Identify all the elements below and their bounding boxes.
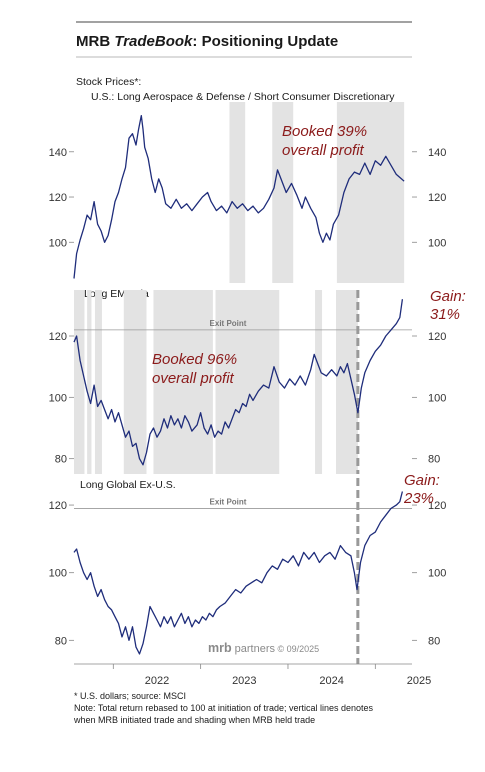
series-line-3 xyxy=(73,491,404,655)
y-tick-right-1-120: 120 xyxy=(428,192,446,204)
annotation-2-1: Booked 96% xyxy=(152,351,237,368)
y-tick-right-2-100: 100 xyxy=(428,392,446,404)
shaded-period-1-3 xyxy=(336,102,405,283)
shaded-period-2-5 xyxy=(153,290,213,474)
y-tick-right-2-80: 80 xyxy=(428,454,440,466)
panel3-title: Long Global Ex-U.S. xyxy=(80,479,176,491)
shaded-period-2-1 xyxy=(74,290,85,474)
annotation-layer: Booked 39% overall profit Booked 96% overal… xyxy=(152,123,466,507)
annotation-2-3: Gain: xyxy=(430,288,466,305)
panel1-title: Stock Prices*: xyxy=(76,76,141,88)
annotation-1-1: Booked 39% xyxy=(282,123,367,140)
title-suffix: : Positioning Update xyxy=(192,33,338,50)
y-tick-left-2-80: 80 xyxy=(55,454,67,466)
x-tick-label-2022: 2022 xyxy=(145,675,169,687)
y-tick-left-1-100: 100 xyxy=(49,237,67,249)
footnote-note-1: Note: Total return rebased to 100 at ini… xyxy=(74,703,374,713)
shaded-period-2-6 xyxy=(215,290,280,474)
shaded-period-2-8 xyxy=(336,290,358,474)
shaded-period-2-2 xyxy=(87,290,92,474)
series-line-1 xyxy=(73,114,405,279)
annotation-3-1: Gain: xyxy=(404,472,440,489)
x-tick-label-2024: 2024 xyxy=(319,675,343,687)
title-prefix: MRB xyxy=(76,33,114,50)
y-tick-right-3-80: 80 xyxy=(428,635,440,647)
x-axis: 2022 2023 2024 2025 xyxy=(112,664,431,687)
page-title: MRB TradeBook: Positioning Update xyxy=(76,33,338,50)
footnote-source: * U.S. dollars; source: MSCI xyxy=(74,691,186,701)
watermark-brand: mrb xyxy=(208,641,232,655)
y-tick-left-1-120: 120 xyxy=(49,192,67,204)
annotation-2-4: 31% xyxy=(430,306,460,323)
title-italic: TradeBook xyxy=(114,33,193,50)
y-tick-left-3-120: 120 xyxy=(49,500,67,512)
annotation-2-2: overall profit xyxy=(152,370,235,387)
tick-layer: 100 100 120 120 140 140 80 80 100 100 120 120 80 80 10… xyxy=(49,147,447,648)
y-tick-left-2-100: 100 xyxy=(49,392,67,404)
watermark: mrb partners © 09/2025 xyxy=(208,641,319,655)
exit-line-layer: Exit Point Exit Point xyxy=(74,319,412,509)
annotation-3-2: 23% xyxy=(403,490,434,507)
series-layer xyxy=(73,114,405,655)
x-tick-label-2025: 2025 xyxy=(407,675,431,687)
y-tick-left-3-100: 100 xyxy=(49,568,67,580)
exit-point-label-3: Exit Point xyxy=(210,497,247,506)
shading-layer xyxy=(74,102,405,474)
y-tick-right-3-120: 120 xyxy=(428,500,446,512)
y-tick-left-2-120: 120 xyxy=(49,331,67,343)
y-tick-left-3-80: 80 xyxy=(55,635,67,647)
shaded-period-2-4 xyxy=(123,290,147,474)
exit-point-label-2: Exit Point xyxy=(210,319,247,328)
footnote-note-2: when MRB initiated trade and shading whe… xyxy=(73,715,315,725)
y-tick-right-2-120: 120 xyxy=(428,331,446,343)
shaded-period-1-1 xyxy=(229,102,246,283)
annotation-1-2: overall profit xyxy=(282,142,365,159)
y-tick-right-1-140: 140 xyxy=(428,147,446,159)
shaded-period-2-7 xyxy=(315,290,323,474)
shaded-period-1-2 xyxy=(272,102,294,283)
series-line-2 xyxy=(73,299,404,466)
y-tick-right-1-100: 100 xyxy=(428,237,446,249)
panel1-subtitle: U.S.: Long Aerospace & Defense / Short C… xyxy=(91,91,395,103)
watermark-rest: partners xyxy=(235,643,276,655)
x-tick-label-2023: 2023 xyxy=(232,675,256,687)
watermark-date: © 09/2025 xyxy=(275,644,319,654)
y-tick-right-3-100: 100 xyxy=(428,568,446,580)
shaded-period-2-3 xyxy=(94,290,102,474)
y-tick-left-1-140: 140 xyxy=(49,147,67,159)
